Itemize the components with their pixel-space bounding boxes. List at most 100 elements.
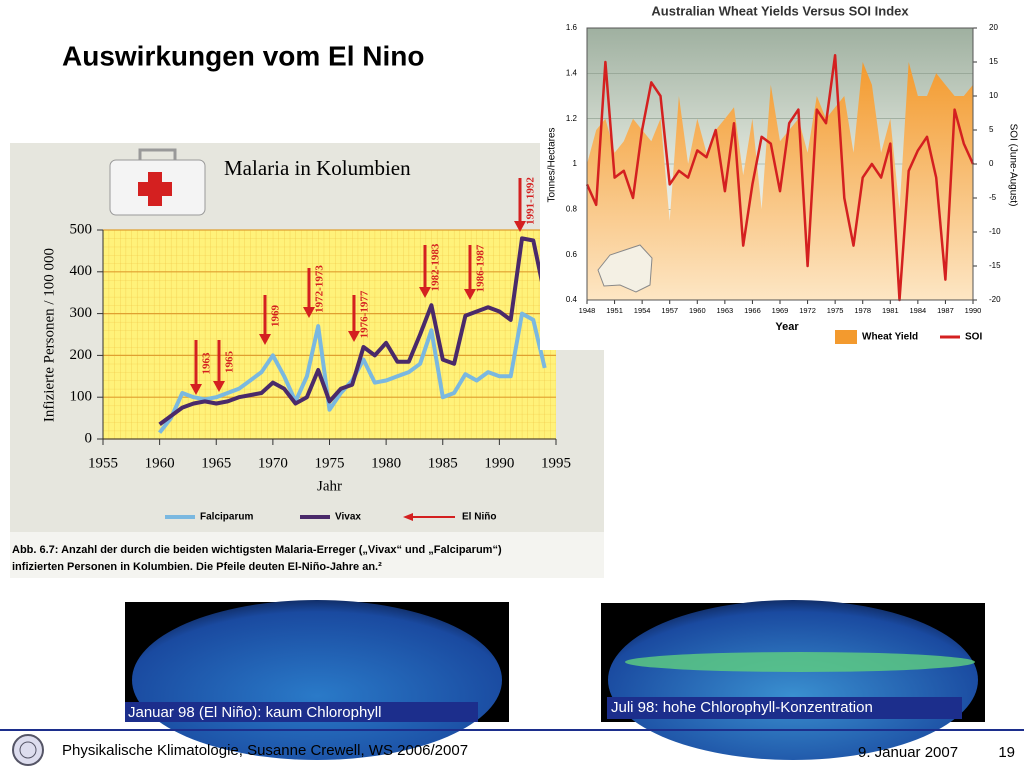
arrow-head — [303, 307, 315, 318]
x-tick-label: 1951 — [606, 306, 623, 315]
y2-tick-label: 5 — [989, 125, 994, 134]
figure-caption: Abb. 6.7: Anzahl der durch die beiden wi… — [12, 544, 502, 556]
series-area — [587, 62, 973, 300]
arrow-head — [348, 331, 360, 342]
arrow-head — [514, 221, 526, 232]
annotation-label: 1972-1973 — [314, 265, 326, 313]
x-tick-label: 1972 — [799, 306, 816, 315]
y-tick-label: 0 — [85, 430, 93, 446]
arrow-head — [464, 289, 476, 300]
series-line — [158, 236, 547, 427]
x-tick-label: 1981 — [882, 306, 899, 315]
plot-border — [586, 27, 974, 301]
y2-tick-label: -5 — [989, 193, 997, 202]
x-tick-label: 1970 — [258, 455, 288, 471]
x-tick-label: 1984 — [910, 306, 927, 315]
logo-ring — [19, 741, 37, 759]
y-tick-label: 500 — [70, 221, 93, 237]
annotation-label: 1965 — [224, 351, 236, 374]
y2-tick-label: -10 — [989, 227, 1001, 236]
y-axis-label: Tonnes/Hectares — [547, 127, 558, 202]
x-tick-label: 1990 — [965, 306, 982, 315]
x-tick-label: 1963 — [717, 306, 734, 315]
x-axis-label: Jahr — [317, 478, 342, 494]
australia-map — [597, 244, 653, 293]
satellite-image — [132, 600, 502, 760]
y2-tick-label: 20 — [989, 23, 998, 32]
y2-tick-label: -20 — [989, 295, 1001, 304]
y-tick-label: 200 — [70, 347, 93, 363]
x-tick-label: 1975 — [827, 306, 844, 315]
y-tick-label: 1.4 — [566, 68, 578, 77]
footer-date: 9. Januar 2007 — [858, 744, 958, 761]
x-tick-label: 1990 — [484, 455, 514, 471]
caption-background — [607, 697, 962, 719]
y-tick-label: 1 — [573, 159, 578, 168]
chart-title: Malaria in Kolumbien — [224, 156, 411, 180]
footer-text: Physikalische Klimatologie, Susanne Crew… — [62, 742, 468, 759]
chlorophyll-band — [625, 652, 975, 672]
satellite-images: Januar 98 (El Niño): kaum Chlorophyll Ju… — [125, 600, 985, 760]
annotation-label: 1986-1987 — [475, 244, 487, 292]
y-tick-label: 0.4 — [566, 295, 578, 304]
legend-label: El Niño — [462, 512, 496, 523]
y-tick-label: 1.2 — [566, 114, 578, 123]
page-number: 19 — [998, 744, 1015, 761]
y2-tick-label: -15 — [989, 261, 1001, 270]
y-tick-label: 1.6 — [566, 23, 578, 32]
x-axis-label: Year — [775, 321, 799, 333]
annotation-label: 1982-1983 — [430, 243, 442, 291]
y-axis-label: Infizierte Personen / 100 000 — [41, 248, 57, 422]
logo — [12, 734, 44, 766]
caption-background — [10, 532, 604, 578]
arrow-head — [419, 287, 431, 298]
legend-label: Falciparum — [200, 512, 253, 523]
series-line — [585, 53, 975, 302]
annotation-label: 1963 — [201, 352, 213, 375]
y-tick-label: 300 — [70, 305, 93, 321]
caption-background — [125, 702, 478, 722]
x-tick-label: 1965 — [201, 455, 231, 471]
legend-label: SOI — [965, 332, 982, 343]
arrow-head — [213, 381, 225, 392]
x-tick-label: 1978 — [854, 306, 871, 315]
y2-tick-label: 10 — [989, 91, 998, 100]
wheat-panel: Australian Wheat Yields Versus SOI Index… — [540, 0, 1024, 350]
legend-arrow-head — [403, 513, 413, 521]
y2-tick-label: 0 — [989, 159, 994, 168]
y-tick-label: 100 — [70, 389, 93, 405]
y-tick-label: 0.8 — [566, 204, 578, 213]
legend-label: Wheat Yield — [862, 332, 918, 343]
x-tick-label: 1948 — [579, 306, 596, 315]
image-caption: Januar 98 (El Niño): kaum Chlorophyll — [128, 704, 381, 721]
annotation-label: 1991-1992 — [525, 177, 537, 225]
x-tick-label: 1957 — [661, 306, 678, 315]
y-tick-label: 400 — [70, 263, 93, 279]
arrow-head — [190, 384, 202, 395]
arrow-head — [259, 334, 271, 345]
y2-tick-label: 15 — [989, 57, 998, 66]
x-tick-label: 1969 — [772, 306, 789, 315]
x-tick-label: 1960 — [145, 455, 175, 471]
slide-title: Auswirkungen vom El Nino — [62, 40, 424, 71]
x-tick-label: 1966 — [744, 306, 761, 315]
annotation-label: 1969 — [270, 305, 282, 328]
y-tick-label: 0.6 — [566, 250, 578, 259]
legend-swatch — [835, 330, 857, 344]
footer: Physikalische Klimatologie, Susanne Crew… — [0, 729, 1024, 766]
x-tick-label: 1954 — [634, 306, 651, 315]
satellite-image — [608, 600, 978, 760]
malaria-panel: Malaria in Kolumbien 0 100 200 300 400 500 195… — [10, 143, 604, 578]
first-aid-icon — [109, 148, 206, 216]
x-tick-label: 1980 — [371, 455, 401, 471]
x-tick-label: 1995 — [541, 455, 571, 471]
x-tick-label: 1987 — [937, 306, 954, 315]
image-caption: Juli 98: hohe Chlorophyll-Konzentration — [611, 699, 873, 716]
chart-title: Australian Wheat Yields Versus SOI Index — [651, 3, 909, 18]
annotation-label: 1976-1977 — [359, 290, 371, 338]
x-tick-label: 1985 — [428, 455, 458, 471]
x-tick-label: 1975 — [315, 455, 345, 471]
x-tick-label: 1960 — [689, 306, 706, 315]
